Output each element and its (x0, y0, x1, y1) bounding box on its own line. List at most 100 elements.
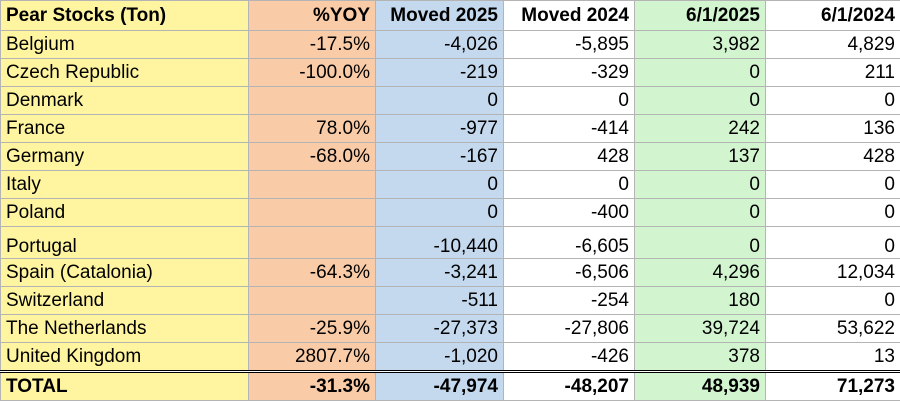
table-cell: -400 (503, 198, 635, 227)
table-cell: 13 (765, 342, 900, 372)
table-row: Germany -68.0% -167 428 137 428 (0, 142, 900, 171)
table-cell: -167 (375, 142, 504, 171)
table-cell (248, 170, 376, 199)
table-cell: -17.5% (248, 30, 376, 59)
table-cell: 0 (634, 86, 766, 115)
table-row: Italy 0 0 0 0 (0, 170, 900, 199)
table-cell: Denmark (0, 86, 249, 115)
table-cell: %YOY (248, 0, 376, 31)
table-cell: 0 (503, 170, 635, 199)
table-row: Czech Republic -100.0% -219 -329 0 211 (0, 58, 900, 87)
table-row: United Kingdom 2807.7% -1,020 -426 378 13 (0, 342, 900, 372)
table-cell: -414 (503, 114, 635, 143)
table-cell: -254 (503, 286, 635, 315)
table-cell (248, 226, 376, 259)
table-cell: 39,724 (634, 314, 766, 343)
table-cell: -426 (503, 342, 635, 372)
table-cell: 0 (634, 58, 766, 87)
table-cell: 0 (765, 226, 900, 259)
table-cell: Pear Stocks (Ton) (0, 0, 249, 31)
table-cell (248, 286, 376, 315)
table-row: Belgium -17.5% -4,026 -5,895 3,982 4,829 (0, 30, 900, 59)
table-cell: 48,939 (634, 370, 766, 401)
table-cell: -48,207 (503, 370, 635, 401)
table-cell: United Kingdom (0, 342, 249, 372)
table-row: Switzerland -511 -254 180 0 (0, 286, 900, 315)
table-cell: -3,241 (375, 258, 504, 287)
table-cell (248, 198, 376, 227)
table-cell: -68.0% (248, 142, 376, 171)
table-cell: -25.9% (248, 314, 376, 343)
table-cell: 4,829 (765, 30, 900, 59)
table-cell: 428 (765, 142, 900, 171)
table-cell: -10,440 (375, 226, 504, 259)
table-row: Poland 0 -400 0 0 (0, 198, 900, 227)
table-cell: -219 (375, 58, 504, 87)
table-cell: -5,895 (503, 30, 635, 59)
table-cell: 0 (765, 286, 900, 315)
table-cell: 71,273 (765, 370, 900, 401)
table-cell: -27,373 (375, 314, 504, 343)
table-cell (248, 86, 376, 115)
table-cell: 136 (765, 114, 900, 143)
table-cell: -31.3% (248, 370, 376, 401)
table-cell: -4,026 (375, 30, 504, 59)
table-cell: 0 (765, 86, 900, 115)
table-cell: 0 (375, 170, 504, 199)
table-cell: -47,974 (375, 370, 504, 401)
table-cell: 180 (634, 286, 766, 315)
table-cell: Switzerland (0, 286, 249, 315)
table-cell: Belgium (0, 30, 249, 59)
table-cell: 378 (634, 342, 766, 372)
table-row: Spain (Catalonia) -64.3% -3,241 -6,506 4,296… (0, 258, 900, 287)
table-cell: 211 (765, 58, 900, 87)
table-cell: 0 (765, 170, 900, 199)
table-cell: 6/1/2025 (634, 0, 766, 31)
table-cell: TOTAL (0, 370, 249, 401)
table-cell: Italy (0, 170, 249, 199)
table-cell: Poland (0, 198, 249, 227)
table-cell: Czech Republic (0, 58, 249, 87)
table-cell: 0 (634, 226, 766, 259)
table-cell: -1,020 (375, 342, 504, 372)
table-row: Pear Stocks (Ton) %YOY Moved 2025 Moved 202… (0, 0, 900, 31)
table-cell: -329 (503, 58, 635, 87)
table-cell: 53,622 (765, 314, 900, 343)
table-cell: Portugal (0, 226, 249, 259)
table-cell: France (0, 114, 249, 143)
table-cell: 428 (503, 142, 635, 171)
table-cell: -6,506 (503, 258, 635, 287)
table-cell: -64.3% (248, 258, 376, 287)
table-cell: 137 (634, 142, 766, 171)
table-cell: -977 (375, 114, 504, 143)
table-row: Denmark 0 0 0 0 (0, 86, 900, 115)
table-cell: 242 (634, 114, 766, 143)
table-cell: 3,982 (634, 30, 766, 59)
table-cell: Moved 2024 (503, 0, 635, 31)
table-cell: The Netherlands (0, 314, 249, 343)
table-row: Portugal -10,440 -6,605 0 0 (0, 226, 900, 259)
table-cell: 0 (765, 198, 900, 227)
table-cell: -511 (375, 286, 504, 315)
table-cell: -100.0% (248, 58, 376, 87)
table-row: TOTAL -31.3% -47,974 -48,207 48,939 71,273 (0, 370, 900, 401)
table-cell: Moved 2025 (375, 0, 504, 31)
table-row: The Netherlands -25.9% -27,373 -27,806 39,72… (0, 314, 900, 343)
table-cell: -27,806 (503, 314, 635, 343)
table-cell: 0 (375, 86, 504, 115)
table-cell: Spain (Catalonia) (0, 258, 249, 287)
table-cell: 12,034 (765, 258, 900, 287)
table-cell: Germany (0, 142, 249, 171)
table-cell: 4,296 (634, 258, 766, 287)
table-cell: 0 (375, 198, 504, 227)
table-cell: 6/1/2024 (765, 0, 900, 31)
table-cell: 78.0% (248, 114, 376, 143)
table-cell: 0 (634, 198, 766, 227)
table-cell: 0 (634, 170, 766, 199)
table-row: France 78.0% -977 -414 242 136 (0, 114, 900, 143)
table-cell: 2807.7% (248, 342, 376, 372)
table-cell: 0 (503, 86, 635, 115)
table-cell: -6,605 (503, 226, 635, 259)
